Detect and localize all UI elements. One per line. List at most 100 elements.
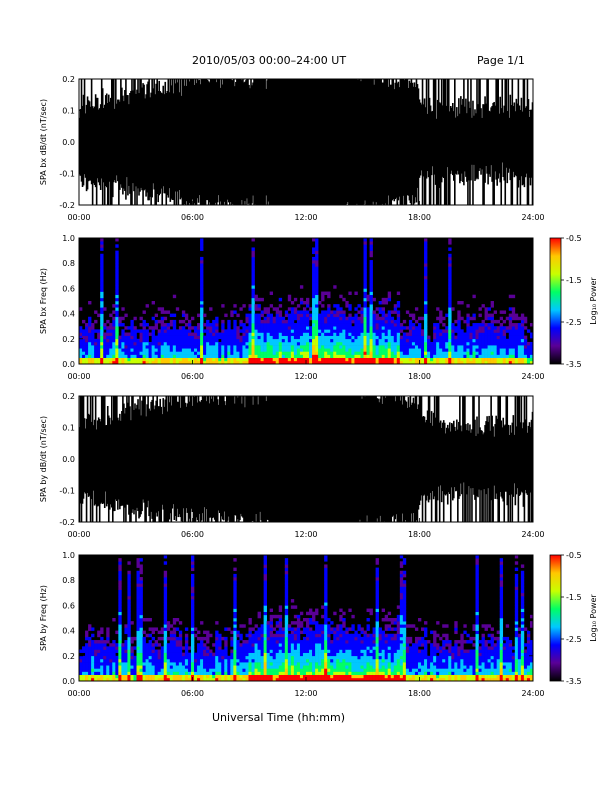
heatmap-cell bbox=[520, 360, 525, 365]
heatmap-cell bbox=[478, 323, 482, 327]
heatmap-cell bbox=[121, 335, 125, 340]
heatmap-cell bbox=[327, 341, 331, 346]
heatmap-cell bbox=[85, 351, 89, 355]
heatmap-cell bbox=[408, 329, 413, 333]
heatmap-cell bbox=[290, 307, 295, 311]
heatmap-cell bbox=[221, 674, 225, 679]
heatmap-cell bbox=[290, 658, 295, 663]
heatmap-cell bbox=[85, 357, 89, 362]
heatmap-cell bbox=[424, 304, 428, 308]
heatmap-cell bbox=[115, 294, 119, 299]
heatmap-cell bbox=[169, 658, 174, 663]
heatmap-cell bbox=[520, 348, 525, 352]
heatmap-cell bbox=[324, 665, 328, 669]
heatmap-cell bbox=[91, 341, 95, 346]
heatmap-cell bbox=[79, 354, 83, 358]
heatmap-cell bbox=[94, 640, 98, 644]
heatmap-cell bbox=[181, 665, 186, 669]
heatmap-cell bbox=[151, 332, 155, 336]
heatmap-cell bbox=[442, 354, 446, 358]
heatmap-cell bbox=[348, 323, 352, 327]
heatmap-cell bbox=[115, 630, 119, 635]
heatmap-cell bbox=[417, 341, 422, 346]
heatmap-cell bbox=[82, 319, 86, 324]
heatmap-cell bbox=[248, 354, 252, 358]
heatmap-cell bbox=[94, 652, 98, 657]
heatmap-cell bbox=[263, 640, 267, 644]
heatmap-cell bbox=[399, 351, 404, 355]
heatmap-cell bbox=[496, 360, 501, 365]
heatmap-cell bbox=[466, 360, 470, 365]
heatmap-cell bbox=[396, 341, 401, 346]
heatmap-cell bbox=[133, 329, 137, 333]
heatmap-cell bbox=[157, 357, 162, 362]
heatmap-cell bbox=[109, 671, 113, 675]
heatmap-cell bbox=[88, 316, 92, 321]
heatmap-cell bbox=[387, 351, 392, 355]
heatmap-cell bbox=[190, 555, 195, 559]
heatmap-cell bbox=[130, 668, 134, 672]
heatmap-cell bbox=[124, 624, 128, 628]
heatmap-cell bbox=[197, 329, 201, 333]
heatmap-cell bbox=[227, 351, 231, 355]
heatmap-cell bbox=[306, 360, 310, 365]
heatmap-cell bbox=[251, 301, 255, 305]
heatmap-cell bbox=[248, 341, 252, 346]
heatmap-cell bbox=[290, 354, 295, 358]
heatmap-cell bbox=[115, 253, 119, 258]
colorbar-tick-label: -1.5 bbox=[566, 276, 582, 285]
heatmap-cell bbox=[206, 677, 210, 682]
heatmap-cell bbox=[321, 310, 325, 314]
heatmap-cell bbox=[321, 351, 325, 355]
heatmap-cell bbox=[227, 677, 231, 682]
heatmap-cell bbox=[309, 341, 313, 346]
heatmap-cell bbox=[82, 345, 86, 349]
heatmap-cell bbox=[302, 357, 307, 362]
heatmap-cell bbox=[109, 332, 113, 336]
heatmap-cell bbox=[184, 668, 189, 672]
heatmap-cell bbox=[136, 649, 140, 653]
heatmap-cell bbox=[115, 316, 119, 321]
heatmap-cell bbox=[190, 655, 195, 660]
heatmap-cell bbox=[206, 652, 210, 657]
heatmap-cell bbox=[200, 326, 204, 330]
heatmap-cell bbox=[309, 621, 313, 625]
heatmap-cell bbox=[178, 621, 183, 625]
heatmap-cell bbox=[169, 335, 174, 340]
heatmap-cell bbox=[424, 345, 428, 349]
heatmap-cell bbox=[109, 668, 113, 672]
heatmap-cell bbox=[103, 341, 107, 346]
heatmap-cell bbox=[190, 561, 195, 565]
heatmap-cell bbox=[266, 633, 270, 638]
heatmap-cell bbox=[520, 313, 525, 318]
heatmap-cell bbox=[236, 329, 240, 333]
heatmap-cell bbox=[100, 357, 104, 362]
heatmap-cell bbox=[402, 351, 407, 355]
heatmap-cell bbox=[266, 674, 270, 679]
heatmap-cell bbox=[272, 351, 277, 355]
heatmap-cell bbox=[260, 649, 264, 653]
heatmap-cell bbox=[448, 260, 452, 264]
heatmap-cell bbox=[324, 348, 328, 352]
heatmap-cell bbox=[405, 360, 410, 365]
heatmap-cell bbox=[100, 316, 104, 321]
heatmap-cell bbox=[284, 570, 289, 575]
heatmap-cell bbox=[157, 335, 162, 340]
heatmap-cell bbox=[442, 357, 446, 362]
heatmap-cell bbox=[206, 326, 210, 330]
heatmap-cell bbox=[475, 335, 479, 340]
heatmap-cell bbox=[79, 668, 83, 672]
heatmap-cell bbox=[266, 326, 270, 330]
x-tick-label: 00:00 bbox=[67, 372, 90, 381]
heatmap-cell bbox=[318, 640, 322, 644]
heatmap-cell bbox=[472, 351, 476, 355]
heatmap-cell bbox=[293, 674, 298, 679]
heatmap-cell bbox=[227, 668, 231, 672]
heatmap-cell bbox=[369, 329, 373, 333]
heatmap-cell bbox=[339, 313, 343, 318]
heatmap-cell bbox=[284, 652, 289, 657]
heatmap-cell bbox=[411, 323, 416, 327]
heatmap-cell bbox=[324, 567, 328, 572]
heatmap-cell bbox=[118, 668, 122, 672]
heatmap-cell bbox=[296, 341, 301, 346]
